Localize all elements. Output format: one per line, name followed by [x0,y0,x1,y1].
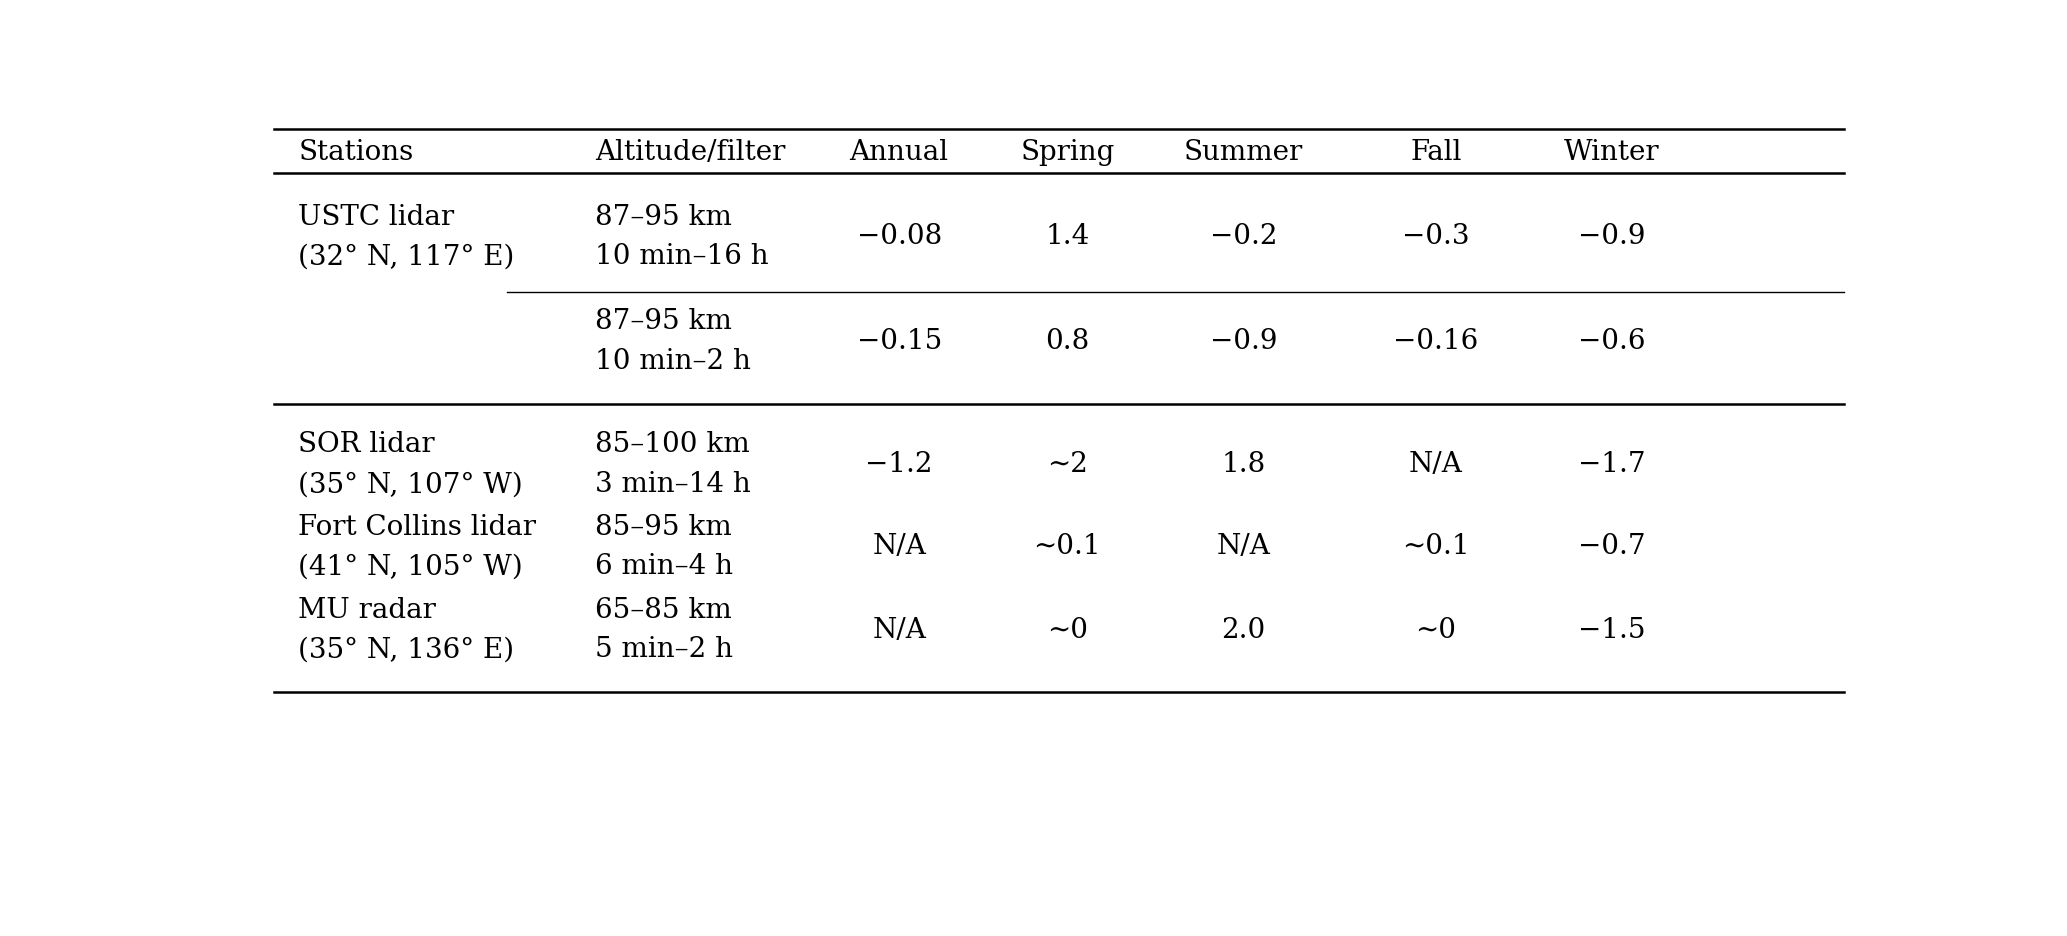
Text: 0.8: 0.8 [1046,328,1089,355]
Text: −0.9: −0.9 [1579,223,1645,250]
Text: N/A: N/A [872,616,926,643]
Text: −0.3: −0.3 [1401,223,1470,250]
Text: Annual: Annual [850,139,949,166]
Text: (35° N, 136° E): (35° N, 136° E) [298,636,515,663]
Text: ∼0: ∼0 [1416,616,1457,643]
Text: N/A: N/A [1410,450,1463,477]
Text: ∼0.1: ∼0.1 [1034,533,1102,560]
Text: USTC lidar: USTC lidar [298,203,455,230]
Text: MU radar: MU radar [298,596,436,623]
Text: −0.2: −0.2 [1209,223,1277,250]
Text: Altitude/filter: Altitude/filter [595,139,785,166]
Text: Summer: Summer [1184,139,1302,166]
Text: Spring: Spring [1021,139,1114,166]
Text: 1.4: 1.4 [1046,223,1089,250]
Text: ∼0.1: ∼0.1 [1401,533,1470,560]
Text: −0.9: −0.9 [1209,328,1277,355]
Text: −0.7: −0.7 [1579,533,1645,560]
Text: Fall: Fall [1410,139,1461,166]
Text: Fort Collins lidar: Fort Collins lidar [298,513,537,540]
Text: (32° N, 117° E): (32° N, 117° E) [298,243,515,270]
Text: ∼0: ∼0 [1046,616,1087,643]
Text: 1.8: 1.8 [1222,450,1265,477]
Text: (41° N, 105° W): (41° N, 105° W) [298,553,523,580]
Text: N/A: N/A [872,533,926,560]
Text: −0.16: −0.16 [1393,328,1478,355]
Text: 3 min–14 h: 3 min–14 h [595,471,750,498]
Text: (35° N, 107° W): (35° N, 107° W) [298,471,523,498]
Text: Stations: Stations [298,139,413,166]
Text: 85–100 km: 85–100 km [595,431,750,458]
Text: 10 min–2 h: 10 min–2 h [595,347,750,374]
Text: −1.7: −1.7 [1579,450,1645,477]
Text: −1.5: −1.5 [1579,616,1645,643]
Text: ∼2: ∼2 [1046,450,1087,477]
Text: 85–95 km: 85–95 km [595,513,732,540]
Text: 65–85 km: 65–85 km [595,596,732,623]
Text: 5 min–2 h: 5 min–2 h [595,636,734,663]
Text: 87–95 km: 87–95 km [595,203,732,230]
Text: SOR lidar: SOR lidar [298,431,434,458]
Text: 6 min–4 h: 6 min–4 h [595,553,734,580]
Text: N/A: N/A [1217,533,1271,560]
Text: −1.2: −1.2 [866,450,932,477]
Text: Winter: Winter [1565,139,1660,166]
Text: −0.08: −0.08 [856,223,943,250]
Text: 2.0: 2.0 [1222,616,1265,643]
Text: −0.15: −0.15 [856,328,943,355]
Text: 10 min–16 h: 10 min–16 h [595,243,769,270]
Text: −0.6: −0.6 [1579,328,1645,355]
Text: 87–95 km: 87–95 km [595,308,732,335]
